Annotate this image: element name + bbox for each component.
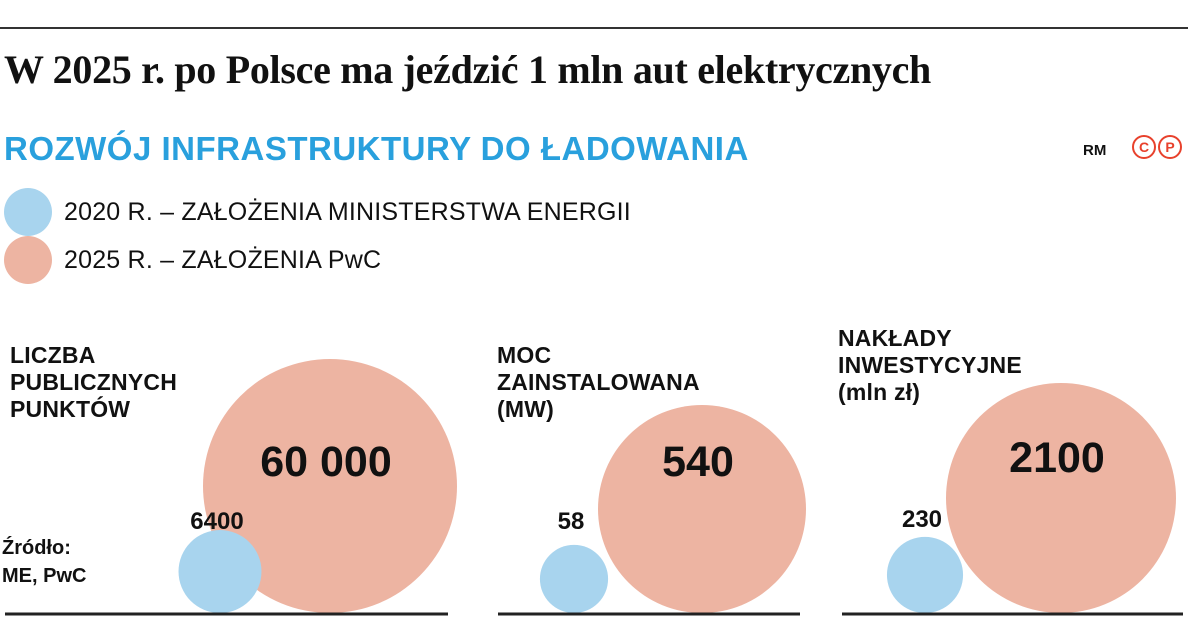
legend-label-2020: 2020 R. – ZAŁOŻENIA MINISTERSTWA ENERGII [64,197,631,226]
value-label-2020-points: 6400 [190,508,243,535]
legend-swatch-2020 [4,188,52,236]
bubble-2020-points [178,530,262,613]
panel-label-line: LICZBA [10,342,96,368]
author-credit: RM [1083,142,1107,159]
panel-points: 60 000 6400 [5,359,457,616]
bubble-2025-investment [946,383,1176,613]
panel-label-line: MOC [497,342,552,368]
value-label-2025-investment: 2100 [1009,434,1105,482]
top-rule [0,27,1188,29]
panel-label-line: (MW) [497,396,554,422]
panel-label-line: NAKŁADY [838,325,952,351]
source-line: Źródło: [2,537,71,559]
copyright-badges: C P [1132,135,1182,159]
bubble-2020-investment [886,536,964,613]
legend-label-2025: 2025 R. – ZAŁOŻENIA PwC [64,245,382,274]
legend-swatch-2025 [4,236,52,284]
panel-label-power: MOC ZAINSTALOWANA (MW) [497,342,700,423]
value-label-2020-power: 58 [558,508,585,535]
bubble-2020-power [539,544,609,613]
panel-label-points: LICZBA PUBLICZNYCH PUNKTÓW [10,342,177,423]
panel-investment: 2100 230 [842,383,1183,616]
chart-subtitle: ROZWÓJ INFRASTRUKTURY DO ŁADOWANIA [4,130,749,167]
value-label-2020-investment: 230 [902,506,942,533]
legend-item-2020: 2020 R. – ZAŁOŻENIA MINISTERSTWA ENERGII [4,188,631,236]
copyright-p-icon: P [1158,135,1182,159]
bubble-2025-points [203,359,457,613]
panel-label-line: ZAINSTALOWANA [497,369,700,395]
panel-label-line: INWESTYCYJNE [838,352,1022,378]
page-title: W 2025 r. po Polsce ma jeździć 1 mln aut… [4,47,931,92]
panel-label-line: PUNKTÓW [10,396,131,422]
legend-item-2025: 2025 R. – ZAŁOŻENIA PwC [4,236,381,284]
panel-label-investment: NAKŁADY INWESTYCYJNE (mln zł) [838,325,1022,406]
panel-power: 540 58 [498,405,806,616]
source-note: Źródło: ME, PwC [2,534,86,590]
value-label-2025-power: 540 [662,438,734,486]
bubble-2025-power [598,405,806,613]
panel-label-line: PUBLICZNYCH [10,369,178,395]
panel-label-line: (mln zł) [838,379,921,405]
value-label-2025-points: 60 000 [260,438,392,486]
copyright-c-icon: C [1132,135,1156,159]
source-line: ME, PwC [2,565,87,587]
